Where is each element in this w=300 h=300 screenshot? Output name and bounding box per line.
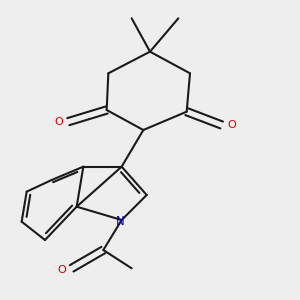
Text: N: N [116, 215, 124, 228]
Text: O: O [54, 117, 63, 127]
Text: O: O [57, 265, 66, 275]
Text: O: O [227, 120, 236, 130]
